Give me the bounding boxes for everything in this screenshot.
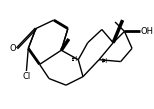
Text: Cl: Cl	[22, 72, 30, 81]
Text: O: O	[9, 44, 16, 53]
Text: OH: OH	[140, 27, 154, 36]
Text: H: H	[101, 58, 106, 64]
Text: H: H	[71, 56, 76, 62]
